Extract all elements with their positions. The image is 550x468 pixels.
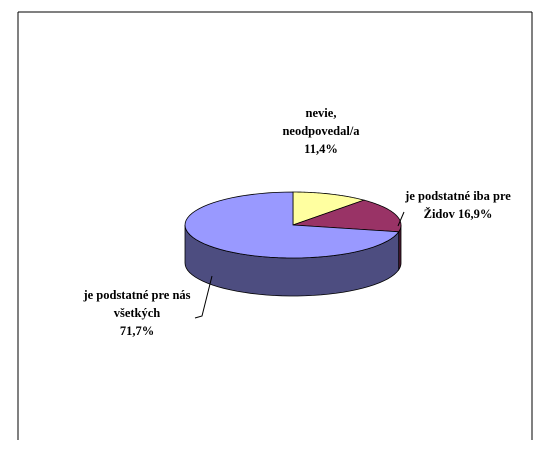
pie-slice	[292, 191, 366, 226]
leader-line	[194, 275, 213, 319]
value-label: 16,9%	[458, 207, 493, 221]
pie	[184, 191, 402, 297]
pie-slice	[184, 191, 400, 259]
slice-label: je podstatné iba pre Židov 16,9%	[398, 187, 518, 223]
slice-label: je podstatné pre nás všetkých 71,7%	[78, 286, 196, 340]
value-label: 71,7%	[119, 324, 155, 338]
slice-label: nevie, neodpovedal/a 11,4%	[268, 104, 374, 158]
pie-slice	[292, 199, 402, 233]
category-label: je podstatné iba pre Židov	[405, 189, 511, 221]
value-label: 11,4%	[304, 142, 338, 156]
category-label: nevie, neodpovedal/a	[282, 106, 360, 138]
leader-line	[397, 211, 405, 227]
category-label: je podstatné pre nás všetkých	[83, 288, 191, 320]
